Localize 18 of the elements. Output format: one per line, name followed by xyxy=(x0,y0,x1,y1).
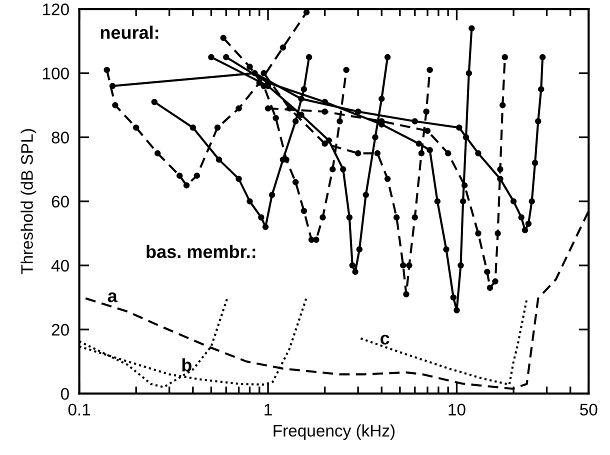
annotation: neural: xyxy=(100,26,158,39)
annotation: c xyxy=(380,334,390,345)
y-tick-label: 20 xyxy=(52,324,69,336)
x-tick-label: 1 xyxy=(264,404,272,416)
annotation: bas. membr.: xyxy=(146,244,256,258)
y-tick-label: 60 xyxy=(52,196,69,208)
x-tick-label: 10 xyxy=(448,404,466,416)
annotation: b xyxy=(182,358,192,372)
y-tick-label: 100 xyxy=(43,68,69,80)
x-tick-label: 50 xyxy=(580,404,598,416)
y-tick-label: 0 xyxy=(60,388,69,400)
y-tick-label: 40 xyxy=(51,260,69,272)
annotation: a xyxy=(108,292,118,302)
x-tick-label: 0.1 xyxy=(68,404,90,416)
y-tick-label: 120 xyxy=(43,4,69,16)
x-axis-title: Frequency (kHz) xyxy=(274,424,395,440)
y-tick-label: 80 xyxy=(52,132,69,144)
y-axis-title: Threshold (dB SPL) xyxy=(20,129,36,274)
